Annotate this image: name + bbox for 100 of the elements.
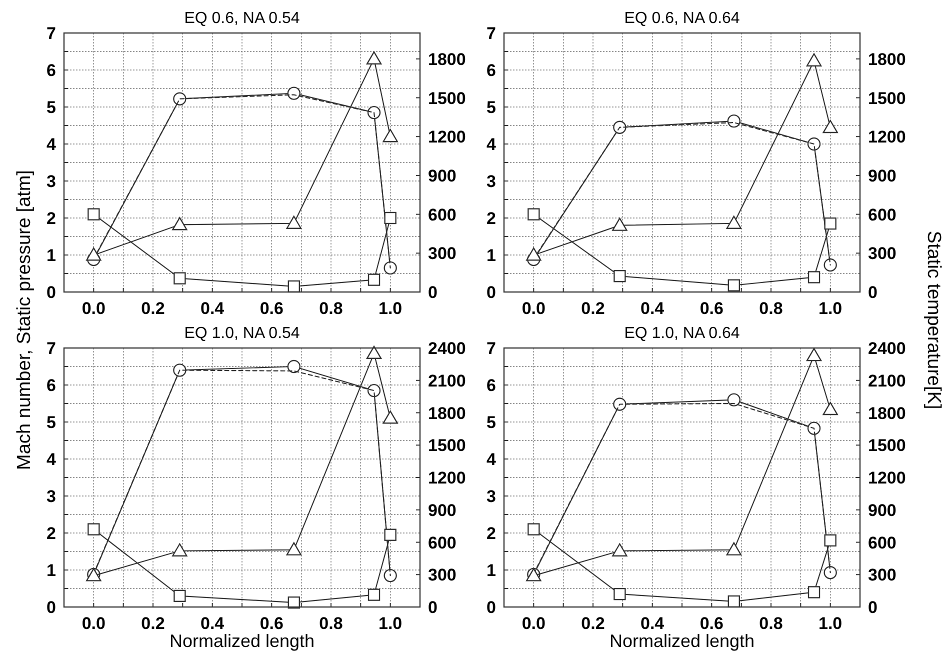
x-tick-label: 0.6 xyxy=(700,299,724,318)
point xyxy=(528,523,540,536)
point xyxy=(824,566,837,580)
y2-tick-label: 900 xyxy=(428,166,456,186)
point xyxy=(88,523,100,536)
chart-title: EQ 0.6, NA 0.64 xyxy=(624,10,740,27)
point xyxy=(286,216,302,229)
point xyxy=(824,534,836,546)
y-tick-label: 6 xyxy=(46,376,56,395)
y2-tick-label: 600 xyxy=(428,533,456,552)
y2-tick-label: 1200 xyxy=(428,128,466,147)
point xyxy=(822,120,838,134)
point xyxy=(368,588,380,601)
y2-tick-label: 300 xyxy=(868,244,896,264)
x-tick-label: 0.4 xyxy=(640,299,665,318)
y-tick-label: 7 xyxy=(486,339,496,358)
y-tick-label: 5 xyxy=(486,413,496,432)
x-tick-label: 1.0 xyxy=(818,299,842,318)
y-tick-label: 4 xyxy=(46,135,57,154)
y-tick-label: 5 xyxy=(486,98,496,117)
y-tick-label: 2 xyxy=(46,209,56,228)
y-axis-title: Mach number, Static pressure [atm] xyxy=(14,170,35,470)
point xyxy=(806,53,822,66)
x-tick-label: 0.6 xyxy=(260,299,284,318)
point xyxy=(384,212,396,224)
point xyxy=(173,364,186,377)
x-tick-label: 0.8 xyxy=(759,299,783,318)
x-tick-label: 0.0 xyxy=(82,614,106,633)
y-tick-label: 2 xyxy=(46,524,56,543)
point xyxy=(287,86,301,100)
chart-title: EQ 0.6, NA 0.54 xyxy=(184,10,300,27)
x-tick-label: 0.2 xyxy=(141,614,165,633)
x-tick-label: 0.4 xyxy=(640,614,665,633)
point xyxy=(612,218,628,231)
y-tick-label: 7 xyxy=(486,24,496,43)
point xyxy=(384,568,397,582)
point xyxy=(613,398,626,411)
point xyxy=(367,384,381,398)
y-tick-label: 5 xyxy=(46,98,56,117)
y-tick-label: 4 xyxy=(486,135,497,154)
point xyxy=(174,272,186,284)
point xyxy=(807,422,821,435)
y2-tick-label: 900 xyxy=(868,166,896,186)
point xyxy=(727,393,741,406)
y2-tick-label: 900 xyxy=(868,500,896,520)
y2-tick-label: 2100 xyxy=(428,371,466,390)
point xyxy=(528,208,540,220)
x-tick-label: 0.6 xyxy=(700,614,724,633)
y-tick-label: 3 xyxy=(486,172,496,191)
point xyxy=(726,542,742,556)
x-tick-label: 0.8 xyxy=(319,614,343,633)
y2-tick-label: 600 xyxy=(428,205,456,224)
point xyxy=(807,137,821,151)
y2-tick-label: 900 xyxy=(428,500,456,520)
point xyxy=(614,270,626,282)
y-tick-label: 3 xyxy=(486,487,496,506)
y2-tick-label: 1200 xyxy=(868,468,906,488)
x-tick-label: 0.8 xyxy=(759,614,783,633)
point xyxy=(286,542,302,556)
x-tick-label: 0.0 xyxy=(522,299,546,318)
y-tick-label: 1 xyxy=(46,246,56,265)
point xyxy=(613,120,626,134)
point xyxy=(86,247,102,261)
y2-tick-label: 600 xyxy=(868,533,896,552)
point xyxy=(824,217,836,230)
y2-tick-label: 0 xyxy=(868,598,878,617)
y2-tick-label: 300 xyxy=(428,244,456,264)
chart-title: EQ 1.0, NA 0.64 xyxy=(624,325,740,342)
y2-tick-label: 1800 xyxy=(868,404,906,423)
point xyxy=(384,528,396,541)
point xyxy=(384,261,397,275)
y2-tick-label: 1200 xyxy=(868,128,906,147)
x-tick-label: 1.0 xyxy=(378,299,402,318)
point xyxy=(614,588,626,600)
y-tick-label: 0 xyxy=(486,283,496,302)
point xyxy=(172,543,188,556)
y-tick-label: 7 xyxy=(46,339,56,358)
point xyxy=(382,129,398,142)
chart-title: EQ 1.0, NA 0.54 xyxy=(184,325,300,342)
y2-tick-label: 0 xyxy=(428,598,438,617)
point xyxy=(822,402,838,416)
point xyxy=(808,271,820,284)
y2-tick-label: 2400 xyxy=(428,339,466,358)
point xyxy=(727,114,741,128)
y-tick-label: 2 xyxy=(486,524,496,543)
y-tick-label: 0 xyxy=(46,598,56,617)
y-tick-label: 4 xyxy=(486,450,497,469)
x-tick-label: 0.2 xyxy=(581,614,605,633)
x-tick-label: 0.2 xyxy=(581,299,605,318)
point xyxy=(726,216,742,229)
y2-tick-label: 1500 xyxy=(428,88,466,108)
x-tick-label: 0.2 xyxy=(141,299,165,318)
y2-tick-label: 1500 xyxy=(428,436,466,456)
point xyxy=(368,274,380,286)
y-tick-label: 1 xyxy=(486,246,496,265)
y-tick-label: 3 xyxy=(46,487,56,506)
point xyxy=(88,208,100,220)
point xyxy=(366,346,382,359)
x-tick-label: 0.0 xyxy=(522,614,546,633)
x-tick-label: 0.4 xyxy=(200,299,225,318)
